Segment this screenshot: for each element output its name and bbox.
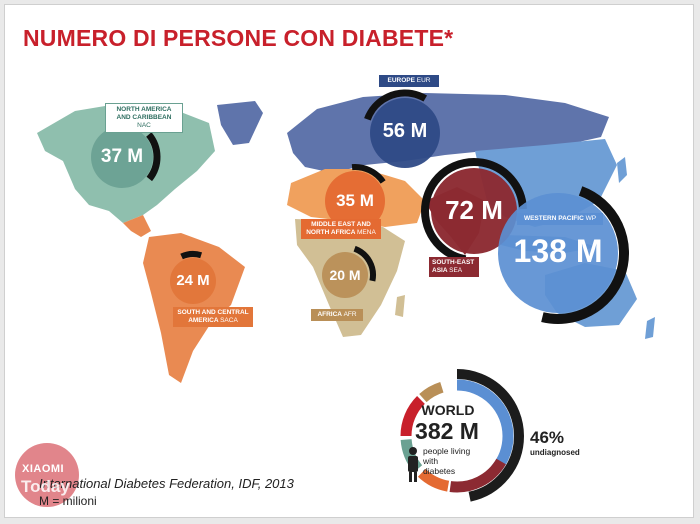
arc-nac [83, 118, 161, 196]
undiagnosed-label: undiagnosed [530, 448, 580, 457]
watermark-logo [15, 443, 79, 507]
arc-saca [163, 251, 223, 311]
arc-mena [318, 164, 392, 238]
value-saca: 24 M [176, 272, 210, 289]
value-wp: 138 M [513, 233, 603, 269]
page-title: NUMERO DI PERSONE CON DIABETE* [23, 25, 454, 51]
tag-mena-name: MIDDLE EAST AND NORTH AFRICA [306, 221, 371, 236]
land-new-zealand [645, 317, 655, 339]
tag-saca-name: SOUTH AND CENTRAL AMERICA [177, 309, 249, 324]
undiagnosed-pct: 46% [530, 428, 565, 447]
world-label: WORLD [421, 402, 475, 418]
value-nac: 37 M [100, 146, 144, 167]
world-value: 382 M [415, 418, 479, 444]
land-central-america [123, 215, 151, 237]
bubble-sea [431, 168, 517, 254]
value-mena: 35 M [336, 191, 374, 210]
world-ring-orange [400, 379, 514, 493]
world-ring-outer [390, 369, 524, 503]
tag-afr-name: AFRICA [317, 311, 342, 318]
tag-nac: NORTH AMERICA AND CARIBBEAN NAC [105, 103, 183, 133]
world-ring-red [400, 379, 514, 493]
value-afr: 20 M [329, 267, 361, 283]
world-ring-blue [400, 379, 514, 493]
tag-sea-name: SOUTH-EAST ASIA [432, 259, 475, 274]
tag-saca: SOUTH AND CENTRAL AMERICA SACA [173, 307, 253, 327]
world-ring-gold [400, 379, 514, 493]
bubble-saca [170, 258, 216, 304]
arc-eur [361, 89, 449, 177]
tag-sea: SOUTH-EAST ASIA SEA [429, 257, 479, 277]
tag-afr: AFRICA AFR [311, 309, 363, 321]
world-desc-1: people living [423, 446, 471, 456]
watermark-line1: XIAOMI [22, 463, 65, 475]
value-eur: 56 M [382, 120, 428, 142]
land-greenland [217, 101, 263, 145]
world-center [413, 392, 501, 480]
tag-wp-code: WP [585, 215, 597, 222]
slide: NUMERO DI PERSONE CON DIABETE* [4, 4, 694, 518]
land-madagascar [395, 295, 405, 317]
bubble-nac [91, 126, 153, 188]
bubble-eur [370, 98, 440, 168]
tag-mena: MIDDLE EAST AND NORTH AFRICA MENA [301, 219, 381, 239]
value-sea: 72 M [445, 195, 503, 225]
units-note: M = milioni [39, 494, 97, 508]
tag-sea-code: SEA [449, 267, 463, 274]
tag-wp-name: WESTERN PACIFIC [523, 215, 584, 222]
tag-mena-code: MENA [357, 229, 376, 236]
world-ring-europe [400, 379, 514, 493]
arc-afr [314, 244, 376, 306]
world-desc-2: with [423, 456, 439, 466]
tag-eur-code: EUR [416, 77, 431, 84]
tag-saca-code: SACA [220, 317, 238, 324]
tag-nac-name: NORTH AMERICA AND CARIBBEAN [116, 106, 172, 121]
tag-nac-code: NAC [137, 122, 151, 129]
land-japan [617, 157, 627, 183]
tag-eur: EUROPE EUR [379, 75, 439, 87]
bubble-mena [325, 171, 385, 231]
bubble-afr [322, 252, 368, 298]
tag-eur-name: EUROPE [387, 77, 415, 84]
tag-wp: WESTERN PACIFIC WP [517, 213, 603, 225]
world-desc-3: diabetes [423, 466, 456, 476]
tag-afr-code: AFR [343, 311, 357, 318]
watermark-line2: Today [21, 477, 70, 496]
source-note: International Diabetes Federation, IDF, … [39, 476, 294, 491]
person-icon [408, 447, 418, 482]
